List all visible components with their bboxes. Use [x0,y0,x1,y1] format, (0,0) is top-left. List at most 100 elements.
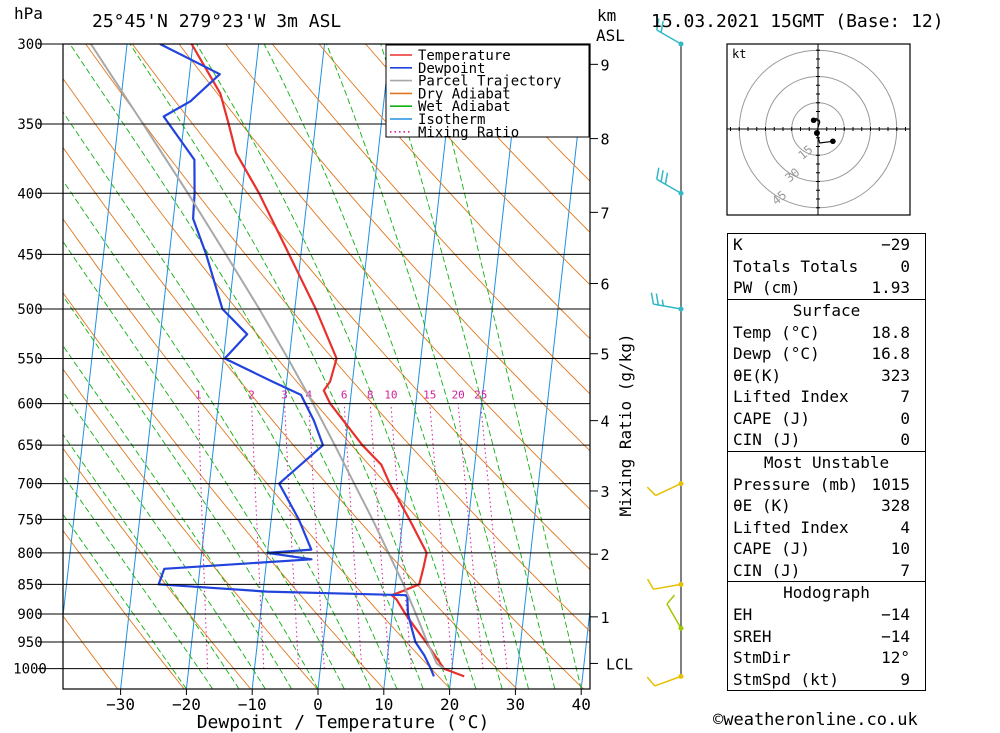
credit-link[interactable]: ©weatheronline.co.uk [713,710,918,730]
wind-point [678,673,684,679]
km-label: 1 [600,609,609,627]
mixing-ratio-label: 6 [341,389,348,402]
hodograph-trace [813,117,833,144]
x-axis-title: Dewpoint / Temperature (°C) [197,712,490,733]
table-row: θE (K) 328 [733,496,910,515]
dry-adiabat-line [63,615,119,689]
pressure-label: 750 [17,512,42,528]
isotherm-line [251,44,325,689]
location-label: 25°45'N 279°23'W 3m ASL [92,11,342,32]
wet-adiabat-line [263,44,503,689]
mixing-ratio-line [480,403,508,669]
pressure-label: 500 [17,302,42,318]
wind-barb-flag [664,172,669,185]
legend-label: Wet Adiabat [418,99,511,115]
dry-adiabat-line [63,77,584,689]
isotherm-line [185,44,260,689]
pressure-label: 850 [17,577,42,593]
datetime-label: 15.03.2021 15GMT (Base: 12) [651,11,944,32]
mixing-ratio-label: 20 [452,389,465,402]
wet-adiabat-line [63,344,293,689]
hpa-label: hPa [14,4,43,23]
section-title: Most Unstable [728,450,925,474]
km-label: km [597,6,617,25]
km-label: 7 [600,204,609,222]
dry-adiabat-line [85,44,590,633]
isotherm-line [317,44,391,689]
mixing-ratio-line [251,403,265,669]
dry-adiabat-line [63,218,451,689]
wet-adiabat-line [63,390,266,689]
table-row: StmDir 12° [733,648,910,667]
asl-label: ASL [596,26,625,45]
pressure-label: 1000 [13,662,47,678]
legend-label: Mixing Ratio [418,125,519,141]
table-row: SREH −14 [733,626,910,646]
wet-adiabat-line [427,44,582,689]
wet-adiabat-line [380,44,556,689]
dry-adiabat-line [411,44,590,234]
wind-point [678,190,684,196]
wet-adiabat-line [129,44,451,689]
wind-barb-flag [646,676,656,687]
x-tick-label: −30 [106,695,135,714]
pressure-label: 800 [17,546,42,562]
table-row: K −29 [733,235,910,254]
dry-adiabat-line [132,44,590,571]
wet-adiabat-line [196,44,477,689]
table-row: Lifted Index 7 [733,387,910,406]
wet-adiabat-line [326,44,530,689]
wind-barb-flag [646,486,657,496]
table-row: StmSpd (kt) 9 [733,669,910,689]
table-row: Totals Totals 0 [733,256,910,276]
dry-adiabat-line [178,44,590,510]
dry-adiabat-line [318,44,590,340]
wind-barb [655,482,682,497]
table-row: CIN (J) 7 [733,560,910,580]
mixing-ratio-label: 2 [248,389,255,402]
table-row: PW (cm) 1.93 [733,278,910,297]
isotherm-line [647,44,719,689]
wind-point [678,481,684,487]
legend-box [385,44,590,138]
table-row: Lifted Index 4 [733,517,910,537]
lcl-label: LCL [606,655,633,673]
km-label: 9 [600,56,609,74]
mixing-ratio-lines: 1 2 3 4 6 8 10 15 20 25 [195,389,508,669]
pressure-label: 350 [17,117,42,133]
pressure-label: 300 [17,37,42,53]
dewpoint-line [157,44,435,677]
section-title: Hodograph [728,581,925,604]
table-row: θE(K) 323 [733,365,910,385]
km-label: 5 [600,346,609,364]
wet-adiabat-line [63,295,319,689]
table-row: Temp (°C) 18.8 [733,322,910,342]
dry-adiabat-line [63,146,518,689]
mixing-ratio-label: 15 [423,389,436,402]
wind-barb-flag [661,299,665,307]
hodograph-end-dot [810,117,817,124]
dry-adiabat-line [365,44,590,286]
wind-barb-flag [646,578,655,590]
legend-label: Temperature [418,48,511,64]
km-label: 2 [600,546,609,564]
x-tick-label: 40 [572,695,591,714]
pressure-label: 600 [17,397,42,413]
isotherm-line [449,44,523,689]
x-tick-label: 30 [506,695,525,714]
pressure-label: 400 [17,186,42,202]
wind-barb [666,603,682,629]
storm-motion-dot [813,130,820,137]
mixing-ratio-label: 10 [384,389,397,402]
wind-barb-flag [655,293,660,306]
mixing-ratio-line [457,403,484,669]
km-label: 4 [600,413,609,431]
parcel-trajectory-line [90,44,445,670]
mixing-ratio-line [429,403,454,669]
table-row: CAPE (J) 10 [733,539,910,558]
hodograph-unit: kt [732,47,746,61]
wind-barb-flag [656,167,660,180]
y2-axis-title: Mixing Ratio (g/kg) [616,333,635,516]
dry-adiabat-line [63,368,318,689]
